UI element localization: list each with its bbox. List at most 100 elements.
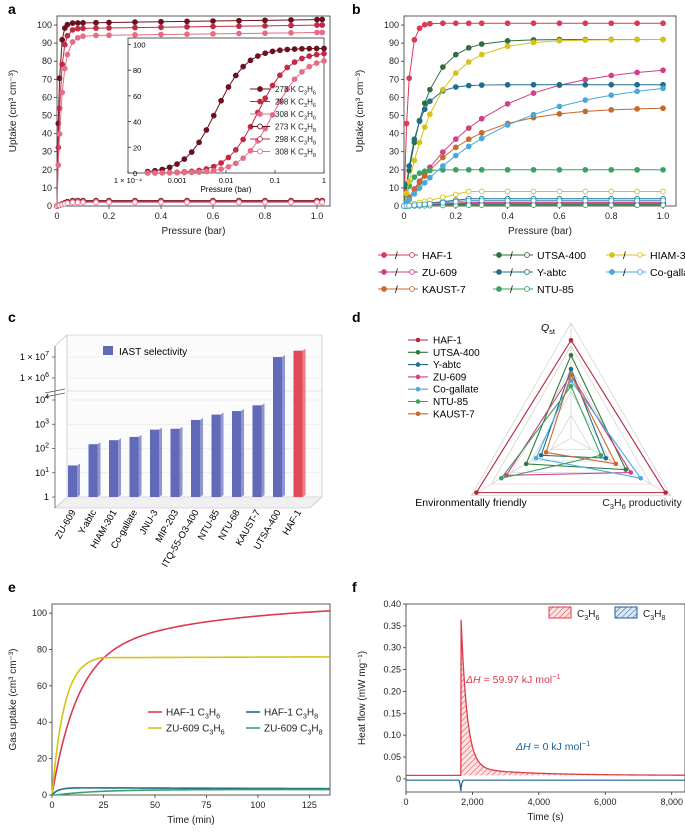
panel-label-e: e [8, 579, 16, 595]
panel-c-bar-side [77, 463, 80, 497]
panel-c-bar-side [179, 426, 183, 497]
radar-point [568, 366, 574, 372]
panel-label-c: c [8, 309, 16, 325]
panel-b-point-c3h6 [452, 51, 459, 58]
panel-a-point [80, 199, 86, 206]
legend-label: HAF-1 [422, 250, 452, 262]
panel-b-legend-item: / UTSA-400 [493, 250, 586, 262]
panel-c-bar-side [220, 412, 224, 497]
panel-c-bar [129, 436, 139, 497]
panel-b-point-c3h6 [608, 20, 615, 27]
panel-a-x-tick-label: 0.6 [207, 211, 220, 221]
inset-x-tick-label: 0.001 [168, 176, 187, 185]
panel-b-point-c3h6 [406, 163, 413, 169]
radar-legend-marker [415, 386, 421, 392]
panel-b-point-c3h6 [421, 124, 428, 131]
panel-b-point-c3h6 [440, 64, 446, 70]
inset-point [232, 72, 239, 79]
panel-b-point-c3h6 [608, 36, 615, 43]
panel-a-point [93, 19, 99, 26]
legend-label: ZU-609 [422, 267, 457, 279]
inset-point [262, 50, 269, 57]
panel-c-y-tick-label: 104 [35, 394, 49, 405]
panel-b-point-c3h6 [530, 20, 537, 27]
legend-marker-filled [609, 269, 615, 275]
panel-b-point-c3h8 [608, 197, 615, 204]
panel-e-series-line [52, 788, 331, 796]
panel-a-y-tick-label: 20 [42, 165, 52, 175]
panel-b-y-tick-label: 70 [389, 74, 399, 84]
legend-marker-open [637, 269, 643, 275]
panel-a-point [184, 31, 190, 38]
inset-y-tick-label: 60 [133, 92, 141, 101]
panel-b-point-c3h6 [504, 20, 511, 27]
panel-c-bar-side [241, 409, 244, 497]
legend-marker-open [409, 269, 415, 275]
panel-b-point-c3h6 [608, 81, 615, 88]
panel-b-point-c3h6 [465, 143, 472, 150]
panel-b-legend-item: / Co-gallate [606, 267, 685, 279]
panel-b-point-c3h8 [504, 188, 511, 195]
panel-b-point-c3h8 [582, 188, 589, 195]
panel-b-point-c3h6 [660, 20, 666, 27]
panel-c: 1 101 102 103 104 1 × 106 1 × 107 IAST selectiv… [20, 334, 323, 569]
panel-b-point-c3h6 [465, 82, 472, 89]
panel-e-series-line [51, 656, 331, 796]
panel-b-y-tick-label: 60 [389, 92, 399, 102]
panel-a-point [288, 29, 294, 36]
radar-series-polygon [499, 385, 602, 480]
panel-a-point [93, 199, 99, 206]
radar-point [568, 352, 574, 358]
inset-point [144, 170, 151, 176]
panel-f-x-tick-label: 8,000 [660, 797, 683, 807]
inset-point [181, 169, 188, 176]
panel-a-y-tick-label: 30 [42, 147, 52, 157]
panel-a-point [184, 18, 190, 25]
panel-b-point-c3h6 [416, 170, 423, 176]
panel-c-bar-side [159, 427, 162, 497]
radar-legend-label: UTSA-400 [433, 348, 480, 359]
panel-b-point-c3h8 [465, 188, 472, 195]
panel-f-x-tick-label: 2,000 [461, 797, 484, 807]
panel-a-point [80, 20, 86, 26]
panel-e-y-tick-label: 0 [42, 790, 47, 800]
panel-a-point [319, 22, 326, 28]
radar-point [568, 383, 574, 389]
panel-b-point-c3h6 [530, 39, 537, 46]
inset-legend-label: 273 K C3H8 [275, 123, 316, 134]
panel-a-point [236, 17, 242, 24]
panel-b-point-c3h6 [556, 166, 563, 173]
panel-b-point-c3h8 [406, 202, 413, 209]
panel-a: 0 0.2 0.4 0.6 0.8 1.00102030405060708090100Pr… [8, 15, 331, 237]
panel-b-point-c3h6 [465, 136, 472, 143]
panel-b-point-c3h8 [530, 188, 537, 195]
panel-a-point [106, 199, 112, 206]
panel-b-point-c3h6 [427, 111, 433, 118]
panel-b-point-c3h6 [504, 81, 511, 88]
panel-e-y-tick-label: 100 [32, 608, 47, 618]
panel-b-legend-item: / KAUST-7 [378, 284, 466, 296]
panel-b-point-c3h8 [478, 197, 485, 204]
panel-a-point [64, 32, 71, 39]
panel-f-plot-frame [405, 603, 685, 793]
panel-label-f: f [352, 579, 357, 595]
inset-point [313, 60, 320, 66]
inset-point [247, 57, 254, 64]
panel-a-plot-frame [56, 15, 331, 207]
radar-legend-label: HAF-1 [433, 336, 462, 347]
panel-b-point-c3h6 [504, 43, 511, 50]
panel-b-point-c3h8 [556, 197, 563, 204]
panel-c-y-tick-label: 102 [35, 443, 49, 454]
panel-b-point-c3h8 [530, 197, 537, 204]
panel-b-point-c3h6 [504, 101, 511, 107]
inset-point [277, 47, 283, 54]
panel-b-point-c3h8 [634, 197, 640, 204]
panel-c-bar [273, 357, 282, 497]
panel-b-point-c3h6 [403, 190, 410, 197]
panel-b-point-c3h6 [440, 163, 446, 169]
inset-point [306, 53, 313, 59]
inset-point [255, 53, 261, 59]
panel-e-y-tick-label: 80 [37, 644, 47, 654]
panel-c-legend-swatch [103, 346, 113, 355]
